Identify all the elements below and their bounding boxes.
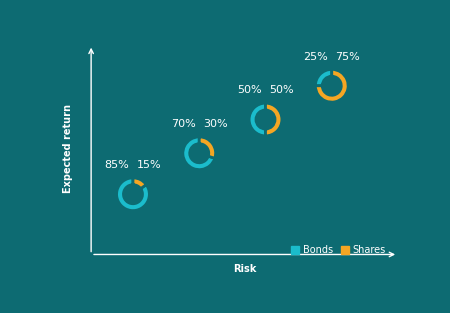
Text: 30%: 30%: [202, 119, 227, 129]
Text: Risk: Risk: [233, 264, 256, 274]
Text: Expected return: Expected return: [63, 104, 73, 193]
Text: 50%: 50%: [238, 85, 262, 95]
Text: 15%: 15%: [136, 160, 161, 170]
Text: 75%: 75%: [335, 52, 360, 62]
Text: 50%: 50%: [269, 85, 293, 95]
Text: 85%: 85%: [105, 160, 130, 170]
Legend: Bonds, Shares: Bonds, Shares: [288, 241, 390, 259]
Text: 70%: 70%: [171, 119, 196, 129]
Text: 25%: 25%: [304, 52, 328, 62]
